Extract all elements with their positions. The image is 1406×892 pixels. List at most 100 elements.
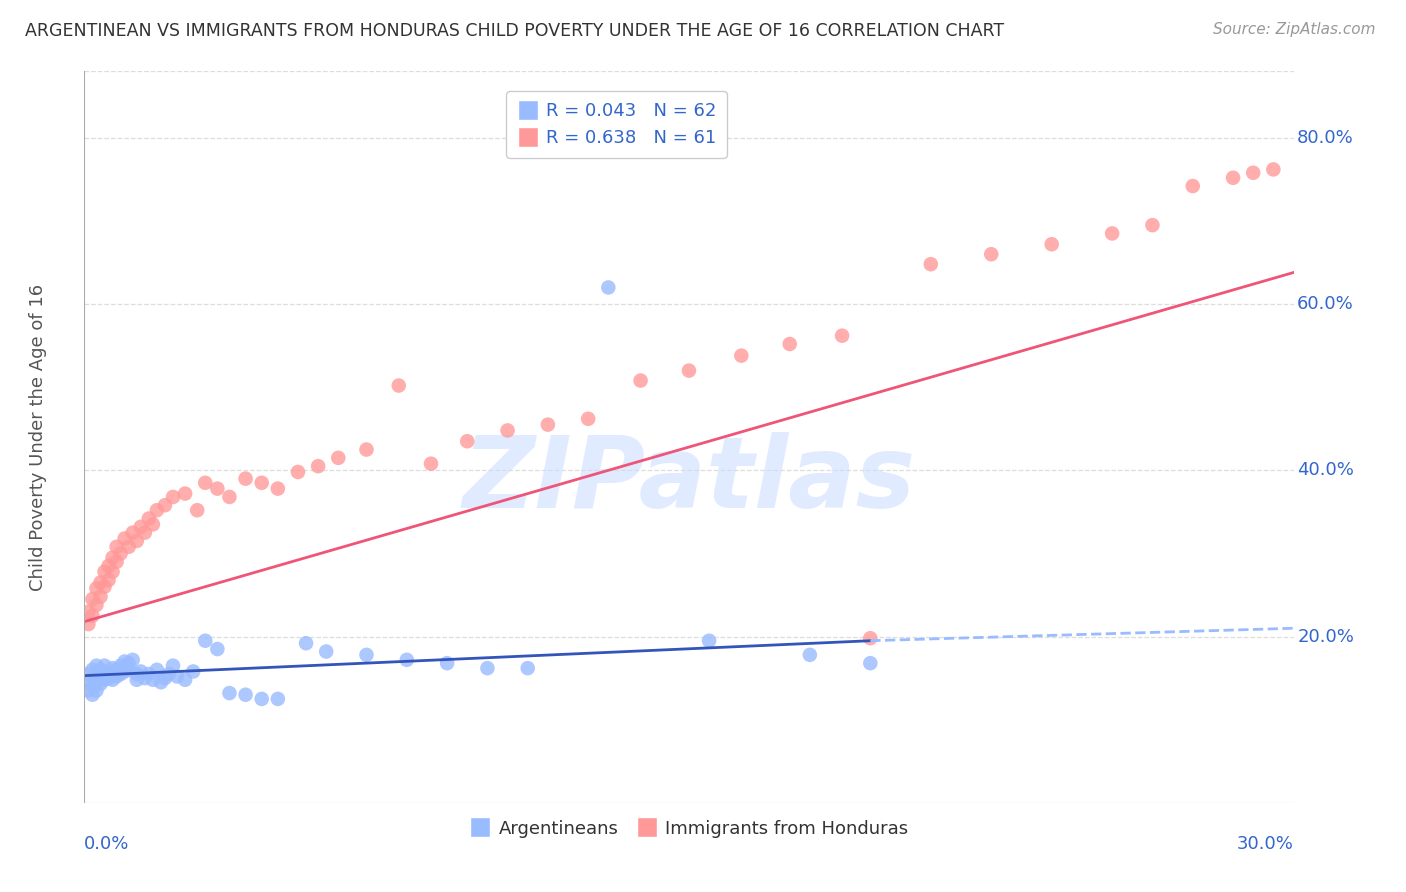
Point <box>356 648 378 662</box>
Point <box>93 565 115 579</box>
Point <box>146 503 169 517</box>
Point <box>1142 218 1164 232</box>
Point <box>388 378 411 392</box>
Point <box>97 665 120 679</box>
Point <box>859 632 882 646</box>
Point <box>146 663 169 677</box>
Text: 30.0%: 30.0% <box>1237 835 1294 853</box>
Point <box>118 540 141 554</box>
Point <box>86 658 108 673</box>
Point <box>1181 179 1204 194</box>
Point <box>287 465 309 479</box>
Point <box>1222 170 1244 185</box>
Point <box>77 617 100 632</box>
Point <box>207 642 229 657</box>
Point <box>105 669 128 683</box>
Point <box>89 663 111 677</box>
Point <box>250 475 273 490</box>
Point <box>235 688 257 702</box>
Point <box>138 511 160 525</box>
Point <box>980 247 1002 261</box>
Point <box>105 663 128 677</box>
Point <box>82 688 104 702</box>
Point <box>134 671 156 685</box>
Point <box>576 411 599 425</box>
Point <box>436 656 458 670</box>
Point <box>194 633 217 648</box>
Point <box>97 671 120 685</box>
Point <box>207 482 229 496</box>
Point <box>125 533 148 548</box>
Point <box>101 565 124 579</box>
Point <box>86 582 108 596</box>
Point <box>110 667 132 681</box>
Point <box>174 673 197 687</box>
Point <box>86 683 108 698</box>
Point <box>477 661 499 675</box>
Point <box>678 363 700 377</box>
Point <box>121 525 143 540</box>
Point <box>420 457 443 471</box>
Point <box>125 667 148 681</box>
Text: 80.0%: 80.0% <box>1298 128 1354 147</box>
Point <box>162 658 184 673</box>
Point <box>105 540 128 554</box>
Point <box>218 490 240 504</box>
Point <box>89 575 111 590</box>
Point <box>730 349 752 363</box>
Text: 20.0%: 20.0% <box>1298 628 1354 646</box>
Point <box>118 663 141 677</box>
Point <box>328 450 350 465</box>
Point <box>129 520 152 534</box>
Point <box>456 434 478 449</box>
Point <box>101 661 124 675</box>
Point <box>356 442 378 457</box>
Point <box>105 555 128 569</box>
Point <box>129 665 152 679</box>
Point <box>162 490 184 504</box>
Point <box>97 558 120 573</box>
Point <box>118 656 141 670</box>
Point <box>93 658 115 673</box>
Point <box>86 598 108 612</box>
Text: ZIPatlas: ZIPatlas <box>463 433 915 530</box>
Point <box>77 675 100 690</box>
Point <box>1263 162 1285 177</box>
Point <box>101 667 124 681</box>
Point <box>82 592 104 607</box>
Text: 0.0%: 0.0% <box>84 835 129 853</box>
Point <box>138 667 160 681</box>
Point <box>157 667 180 681</box>
Point <box>537 417 560 432</box>
Point <box>142 517 165 532</box>
Point <box>77 667 100 681</box>
Point <box>235 472 257 486</box>
Point <box>516 661 538 675</box>
Text: 60.0%: 60.0% <box>1298 295 1354 313</box>
Point <box>121 653 143 667</box>
Point <box>153 498 176 512</box>
Point <box>496 424 519 438</box>
Text: Child Poverty Under the Age of 16: Child Poverty Under the Age of 16 <box>30 284 48 591</box>
Point <box>82 663 104 677</box>
Point <box>831 328 853 343</box>
Point <box>93 667 115 681</box>
Point <box>114 665 136 679</box>
Point <box>315 644 337 658</box>
Point <box>134 525 156 540</box>
Point <box>82 608 104 623</box>
Point <box>89 590 111 604</box>
Legend: Argentineans, Immigrants from Honduras: Argentineans, Immigrants from Honduras <box>463 813 915 845</box>
Point <box>82 671 104 685</box>
Point <box>181 665 204 679</box>
Text: ARGENTINEAN VS IMMIGRANTS FROM HONDURAS CHILD POVERTY UNDER THE AGE OF 16 CORREL: ARGENTINEAN VS IMMIGRANTS FROM HONDURAS … <box>25 22 1004 40</box>
Point <box>186 503 208 517</box>
Point <box>89 669 111 683</box>
Text: Source: ZipAtlas.com: Source: ZipAtlas.com <box>1212 22 1375 37</box>
Point <box>307 459 329 474</box>
Point <box>799 648 821 662</box>
Point <box>779 337 801 351</box>
Point <box>93 673 115 687</box>
Point <box>630 374 652 388</box>
Point <box>697 633 720 648</box>
